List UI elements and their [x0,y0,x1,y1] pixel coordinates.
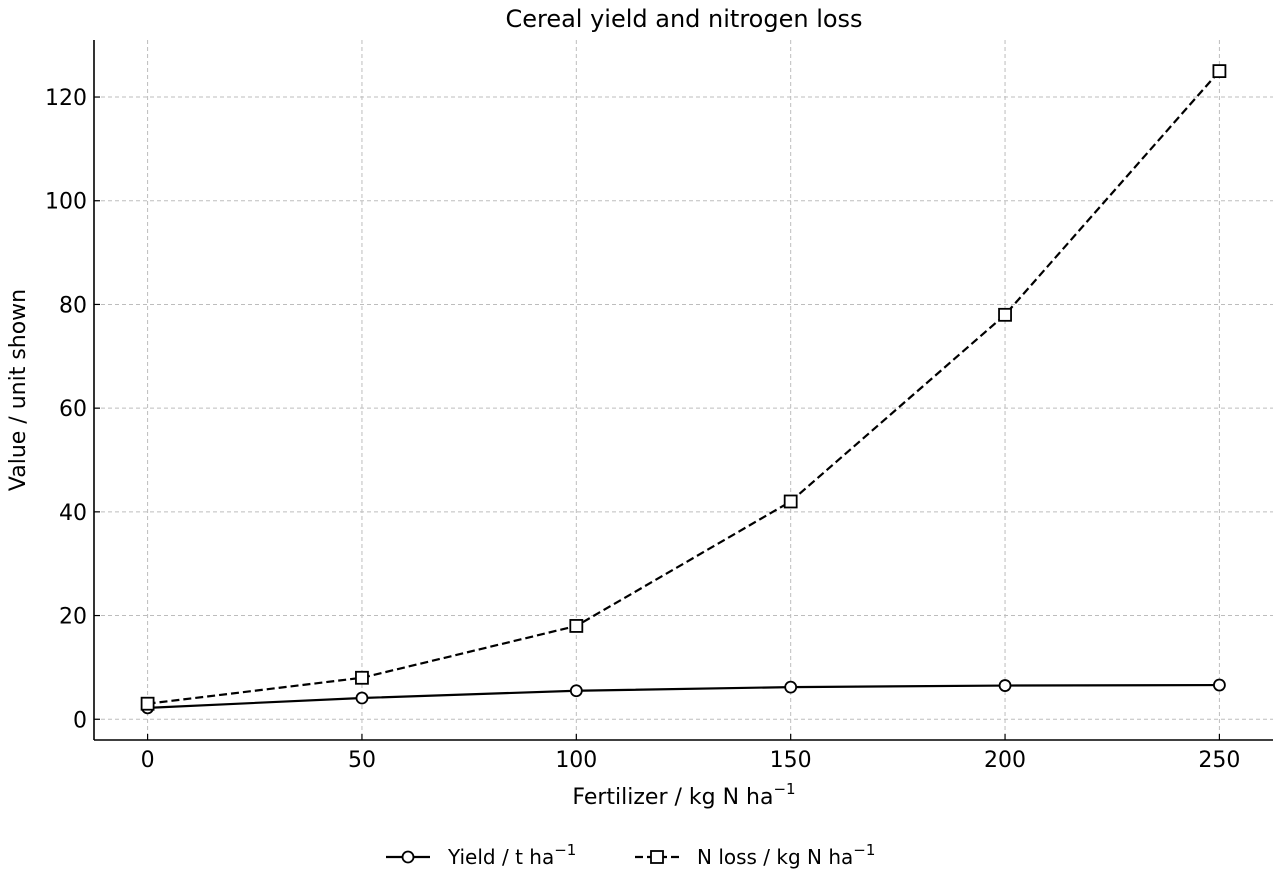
y-tick-label: 0 [73,708,87,733]
series-2-point [140,696,155,711]
x-tick-label: 200 [984,748,1026,773]
y-tick-label: 100 [45,190,87,215]
legend: Yield / t ha−1 N loss / kg N ha−1 [386,841,875,869]
y-axis-label: Value / unit shown [6,289,31,491]
series-2-point [569,619,584,633]
y-tick-label: 120 [45,86,87,111]
series-2-point [1212,64,1227,79]
legend-label-base: Yield / t ha [447,845,554,869]
grid [94,40,1273,740]
series-2-line [147,70,1221,705]
series-1-line [147,683,1220,709]
series-1-point [998,679,1012,692]
series-2-point [783,494,798,509]
series-1-point [1213,678,1226,692]
legend-label: Yield / t ha−1 [447,841,576,869]
series-2-point [998,307,1012,322]
legend-marker [650,850,664,864]
y-tick-label: 60 [59,397,87,422]
legend-entry-1: Yield / t ha−1 [386,841,576,869]
x-tick-label: 0 [141,748,155,773]
legend-label-base: N loss / kg N ha [697,845,853,869]
ticks: 0 50 100 150 200 250 0 20 40 60 80 100 120 [45,86,1240,773]
x-tick-label: 150 [770,748,812,773]
y-tick-label: 80 [59,293,87,318]
series-1-point [784,680,798,694]
y-tick-label: 40 [59,501,87,526]
x-axis-label: Fertilizer / kg N ha−1 [572,780,795,810]
chart-title: Cereal yield and nitrogen loss [505,5,862,33]
legend-entry-2: N loss / kg N ha−1 [635,841,875,869]
x-tick-label: 50 [348,748,376,773]
axes [93,40,1273,741]
series-2-point [355,670,369,685]
legend-label: N loss / kg N ha−1 [697,841,875,869]
legend-label-sup: −1 [554,841,576,859]
series-2 [140,64,1227,711]
x-axis-label-base: Fertilizer / kg N ha [572,785,773,810]
series-1-point [569,684,583,698]
series [140,64,1227,715]
legend-label-sup: −1 [853,841,875,859]
legend-marker [401,850,415,864]
series-1-point [355,691,369,705]
x-tick-label: 250 [1198,748,1240,773]
x-axis-label-sup: −1 [773,780,795,798]
x-tick-label: 100 [555,748,597,773]
y-tick-label: 20 [59,605,87,630]
